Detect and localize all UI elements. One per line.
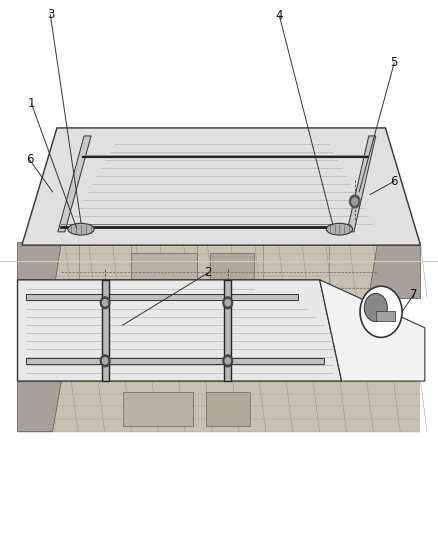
Polygon shape xyxy=(18,243,420,298)
Circle shape xyxy=(360,286,402,337)
Text: 6: 6 xyxy=(26,154,34,166)
Circle shape xyxy=(225,358,230,364)
Ellipse shape xyxy=(68,223,94,235)
Polygon shape xyxy=(376,311,395,321)
Polygon shape xyxy=(224,280,231,381)
Circle shape xyxy=(350,195,360,208)
Text: 1: 1 xyxy=(28,98,35,110)
Text: 2: 2 xyxy=(204,266,212,279)
Circle shape xyxy=(364,294,387,321)
Circle shape xyxy=(102,358,108,364)
Polygon shape xyxy=(347,136,376,232)
Polygon shape xyxy=(18,280,342,381)
Polygon shape xyxy=(58,136,91,232)
Circle shape xyxy=(223,297,233,309)
Text: 3: 3 xyxy=(47,9,54,21)
Circle shape xyxy=(100,355,110,367)
Polygon shape xyxy=(18,381,420,432)
Polygon shape xyxy=(22,128,420,245)
Polygon shape xyxy=(368,243,420,298)
Text: 7: 7 xyxy=(410,288,418,301)
FancyBboxPatch shape xyxy=(123,392,193,426)
FancyBboxPatch shape xyxy=(206,392,250,426)
Polygon shape xyxy=(320,280,425,381)
Ellipse shape xyxy=(326,223,353,235)
Text: 4: 4 xyxy=(276,10,283,22)
Text: 6: 6 xyxy=(390,175,398,188)
FancyBboxPatch shape xyxy=(210,253,254,288)
Circle shape xyxy=(223,355,233,367)
Polygon shape xyxy=(26,294,298,300)
Circle shape xyxy=(100,297,110,309)
Polygon shape xyxy=(18,381,61,432)
Circle shape xyxy=(225,300,230,306)
FancyBboxPatch shape xyxy=(131,253,197,288)
Polygon shape xyxy=(102,280,109,381)
Circle shape xyxy=(352,198,358,205)
Polygon shape xyxy=(26,358,324,364)
Polygon shape xyxy=(18,243,61,298)
Text: 5: 5 xyxy=(391,56,398,69)
Circle shape xyxy=(102,300,108,306)
